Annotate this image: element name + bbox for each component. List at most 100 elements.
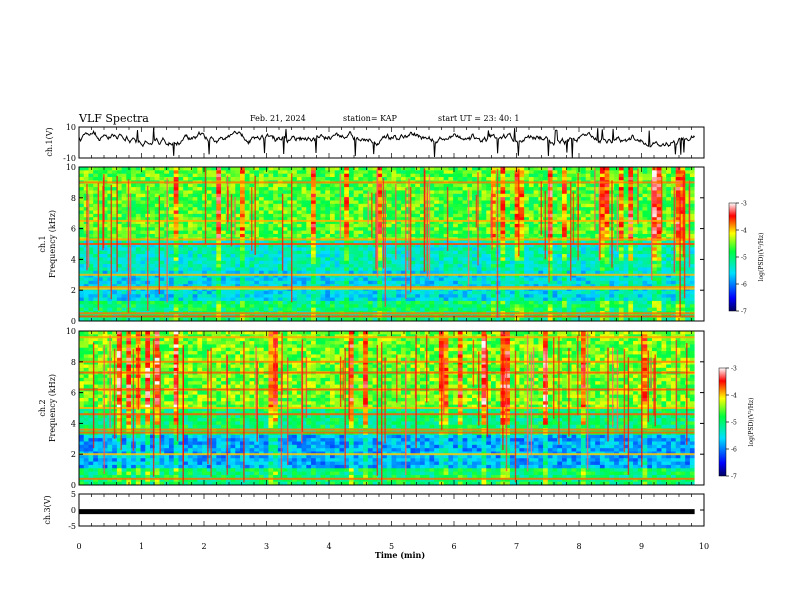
spectrogram-cell [329, 213, 336, 218]
spectrogram-cell [419, 290, 426, 295]
spectrogram-cell [571, 317, 577, 322]
spectrogram-cell [320, 167, 326, 171]
spectrogram-cell [292, 173, 298, 178]
spectrogram-cell [533, 167, 539, 171]
spectrogram-cell [576, 290, 582, 295]
spectrogram-cell [547, 254, 553, 258]
spectrogram-cell [254, 203, 260, 208]
spectrogram-cell [235, 213, 241, 218]
spectrogram-cell [292, 227, 298, 232]
spectrogram-cell [329, 264, 336, 268]
spectrogram-cell [206, 250, 212, 255]
spectrogram-cell [192, 260, 198, 265]
spectrogram-cell [273, 197, 279, 201]
spectrogram-cell [211, 264, 217, 268]
spectrogram-cell [235, 200, 241, 205]
spectrogram-cell [164, 170, 170, 175]
spectrogram-cell [107, 230, 113, 235]
spectrogram-cell [296, 300, 302, 305]
spectrogram-cell [211, 300, 217, 305]
spectrogram-cell [415, 254, 421, 258]
spectrogram-cell [83, 274, 89, 278]
spectrogram-cell [415, 210, 421, 215]
spectrogram-cell [292, 213, 298, 218]
spectrogram-cell [325, 254, 331, 258]
spectrogram-cell [97, 284, 104, 288]
spectrogram-cell [277, 277, 284, 282]
spectrogram-cell [79, 210, 85, 215]
spectrogram-cell [481, 223, 487, 228]
spectrogram-cell [486, 297, 492, 302]
spectrogram-cell [552, 240, 558, 245]
spectrogram-cell [93, 277, 99, 282]
spectrogram-cell [462, 173, 468, 178]
spectrogram-cell [178, 250, 184, 255]
spectrogram-cell [311, 280, 317, 285]
spectrogram-cell [562, 170, 568, 175]
spectrogram-cell [263, 177, 269, 181]
spectrogram-cell [107, 257, 113, 262]
spectrogram-cell [519, 213, 525, 218]
spectrogram-cell [547, 227, 553, 232]
spectrogram-cell [514, 254, 520, 258]
spectrogram-cell [225, 294, 231, 298]
spectrogram-cell [557, 260, 563, 265]
spectrogram-cell [358, 317, 364, 322]
spectrogram-cell [282, 210, 288, 215]
spectrogram-cell [107, 193, 113, 198]
spectrogram-cell [135, 317, 141, 322]
spectrogram-cell [533, 300, 539, 305]
spectrogram-cell [434, 190, 440, 195]
spectrogram-cell [173, 280, 179, 285]
spectrogram-cell [301, 197, 307, 201]
spectrogram-cell [476, 203, 482, 208]
spectrogram-cell [353, 264, 359, 268]
spectrogram-cell [131, 233, 137, 238]
spectrogram-cell [173, 300, 179, 305]
spectrogram-cell [131, 173, 137, 178]
spectrogram-cell [211, 203, 217, 208]
spectrogram-cell [192, 173, 198, 178]
spectrogram-cell [131, 257, 137, 262]
spectrogram-cell [206, 244, 212, 248]
spectrogram-cell [183, 233, 189, 238]
spectrogram-cell [187, 290, 194, 295]
spectrogram-cell [325, 213, 331, 218]
spectrogram-cell [240, 220, 246, 225]
spectrogram-cell [571, 257, 577, 262]
spectrogram-cell [116, 300, 123, 305]
spectrogram-cell [154, 200, 160, 205]
spectrogram-cell [334, 290, 340, 295]
spectrogram-cell [315, 217, 321, 221]
spectrogram-cell [306, 220, 312, 225]
spectrogram-cell [401, 247, 407, 252]
spectrogram-cell [292, 193, 298, 198]
spectrogram-cell [377, 183, 383, 188]
spectrogram-cell [277, 274, 284, 278]
spectrogram-cell [93, 304, 99, 309]
spectrogram-cell [457, 297, 463, 302]
spectrogram-cell [472, 210, 478, 215]
spectrogram-cell [258, 190, 265, 195]
spectrogram-cell [258, 274, 265, 278]
spectrogram-cell [438, 254, 445, 258]
spectrogram-cell [121, 274, 127, 278]
spectrogram-cell [486, 284, 492, 288]
spectrogram-cell [509, 203, 516, 208]
spectrogram-cell [329, 307, 336, 312]
spectrogram-cell [547, 260, 553, 265]
spectrogram-cell [453, 227, 459, 232]
spectrogram-cell [386, 300, 392, 305]
spectrogram-cell [434, 213, 440, 218]
spectrogram-cell [462, 307, 468, 312]
spectrogram-cell [145, 177, 151, 181]
spectrogram-cell [519, 244, 525, 248]
spectrogram-cell [240, 307, 246, 312]
spectrogram-cell [254, 223, 260, 228]
spectrogram-cell [486, 217, 492, 221]
spectrogram-cell [97, 267, 104, 272]
spectrogram-cell [562, 304, 568, 309]
spectrogram-cell [306, 170, 312, 175]
spectrogram-cell [495, 197, 501, 201]
spectrogram-cell [93, 244, 99, 248]
